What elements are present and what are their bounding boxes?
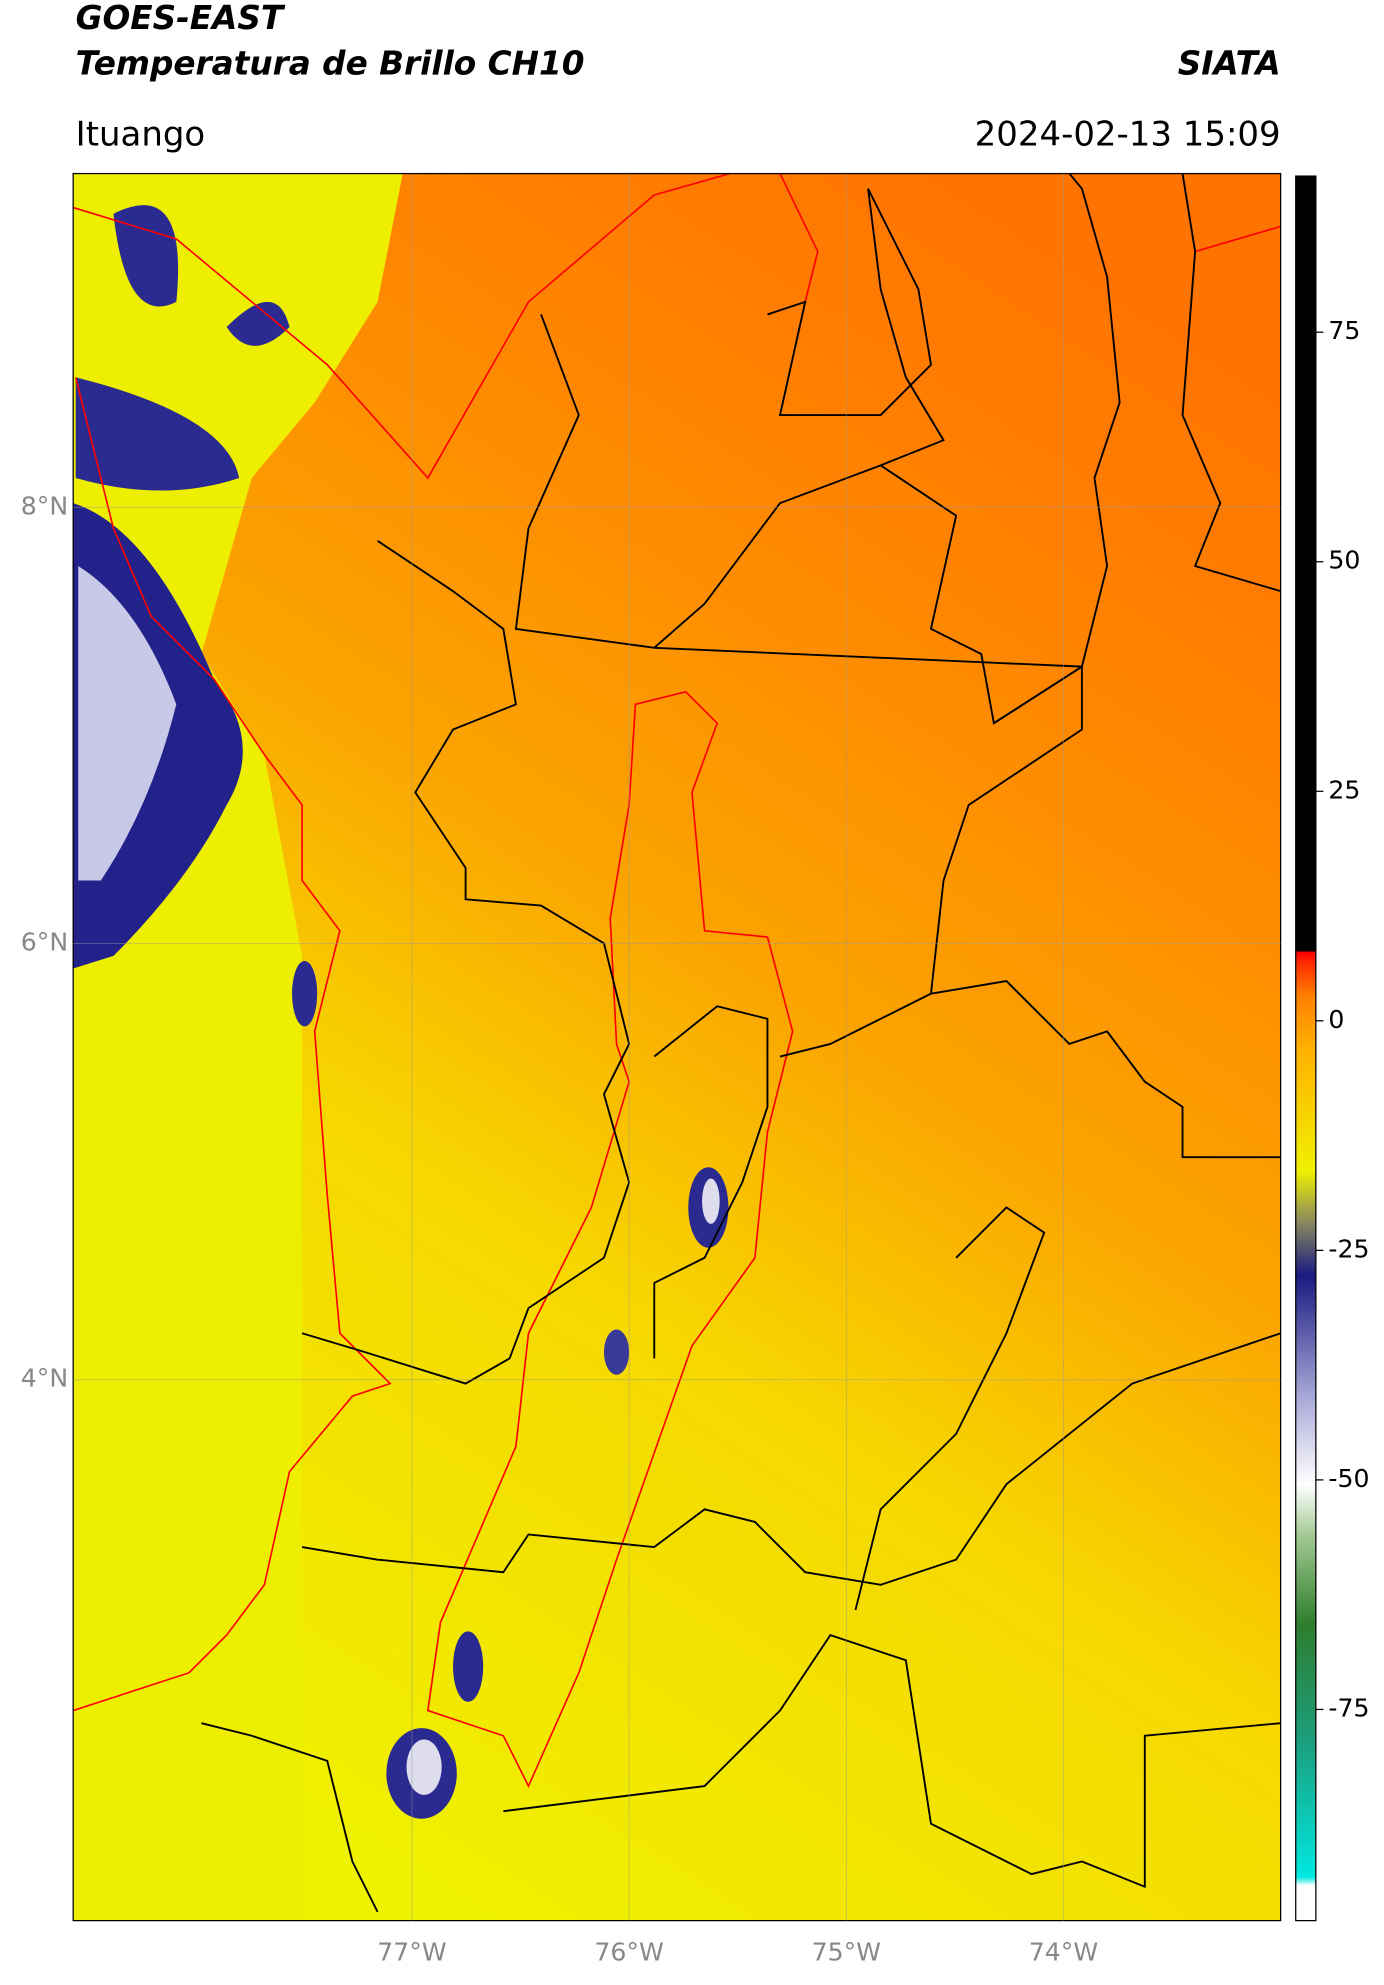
map [73,173,1281,1921]
map-frame [72,172,1282,1922]
colorbar-tick-label: -75 [1328,1693,1369,1722]
subtitle: Temperatura de Brillo CH10 [76,44,585,82]
colorbar [1295,175,1317,1922]
cloud [603,1329,630,1375]
coastline [73,173,1281,1712]
lon-label: 74°W [1029,1937,1099,1966]
colorbar-tick-label: -25 [1328,1234,1369,1263]
lon-label: 75°W [812,1937,882,1966]
cloud [75,205,290,491]
cloud [453,1631,484,1702]
lat-label: 4°N [21,1364,68,1393]
cloud [292,960,318,1027]
lat-label: 8°N [21,491,68,520]
cloud [406,1739,442,1795]
colorbar-tick-label: 0 [1328,1005,1344,1034]
timestamp: 2024-02-13 15:09 [975,114,1281,154]
colorbar-tick-label: 25 [1328,775,1360,804]
ituango-region-outline [426,690,794,1788]
cloud [702,1178,720,1224]
colorbar-tick-label: 75 [1328,316,1360,345]
cloud [78,566,177,881]
source: SIATA [1178,44,1281,82]
lat-label: 6°N [21,927,68,956]
title: GOES-EAST [76,0,286,37]
colorbar-tick-label: 50 [1328,546,1360,575]
location: Ituango [76,114,206,154]
lon-label: 76°W [594,1937,664,1966]
boundaries [201,173,1281,1913]
colorbar-tick-label: -50 [1328,1464,1369,1493]
lon-label: 77°W [377,1937,447,1966]
